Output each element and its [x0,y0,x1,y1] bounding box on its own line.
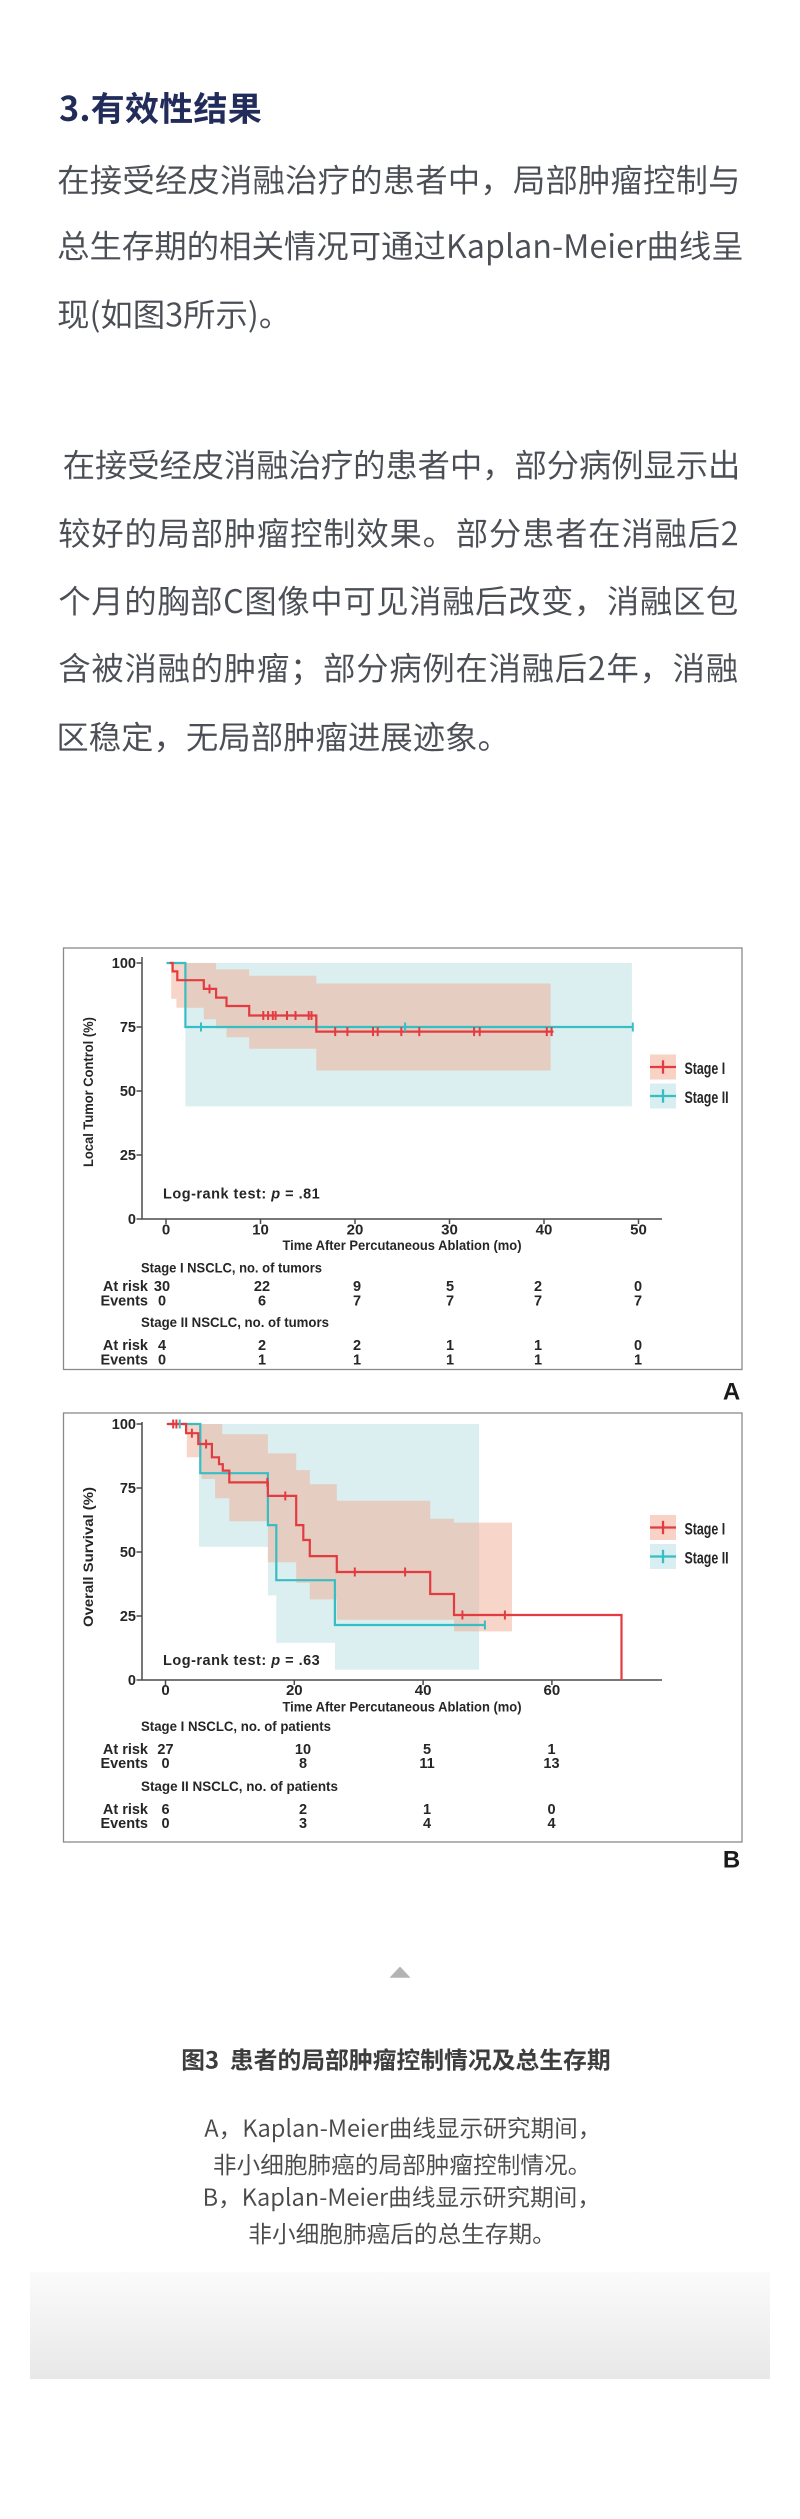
svg-text:Events: Events [100,1353,148,1369]
svg-text:Events: Events [100,1294,148,1310]
svg-text:0: 0 [634,1338,642,1354]
svg-text:50: 50 [630,1222,647,1239]
svg-text:A: A [723,1379,740,1406]
svg-text:Events: Events [100,1756,148,1772]
svg-text:Time After Percutaneous Ablati: Time After Percutaneous Ablation (mo) [283,1237,522,1253]
svg-text:Stage II: Stage II [685,1089,729,1107]
svg-text:Log-rank test: p = .63: Log-rank test: p = .63 [163,1653,320,1669]
svg-text:At risk: At risk [103,1742,149,1758]
svg-text:0: 0 [158,1294,166,1310]
svg-text:Stage II: Stage II [685,1550,729,1568]
svg-text:6: 6 [161,1802,169,1818]
svg-text:22: 22 [254,1279,270,1295]
svg-text:1: 1 [353,1353,361,1369]
svg-text:B: B [723,1847,740,1874]
svg-text:0: 0 [634,1279,642,1295]
svg-text:0: 0 [161,1816,169,1832]
svg-text:0: 0 [128,1212,136,1228]
svg-text:25: 25 [120,1148,136,1164]
svg-text:2: 2 [534,1279,542,1295]
svg-text:7: 7 [353,1294,361,1310]
svg-text:At risk: At risk [103,1802,149,1818]
svg-text:100: 100 [112,956,136,972]
svg-text:At risk: At risk [103,1338,149,1354]
svg-text:2: 2 [299,1802,307,1818]
svg-text:1: 1 [446,1353,454,1369]
svg-text:40: 40 [536,1222,553,1239]
svg-text:5: 5 [423,1742,431,1758]
svg-text:13: 13 [543,1756,559,1772]
svg-text:8: 8 [299,1756,307,1772]
svg-text:Overall Survival (%): Overall Survival (%) [80,1487,96,1627]
svg-text:2: 2 [258,1338,266,1354]
svg-text:0: 0 [161,1756,169,1772]
svg-text:10: 10 [295,1742,311,1758]
svg-text:20: 20 [347,1222,364,1239]
svg-text:Stage I NSCLC, no. of tumors: Stage I NSCLC, no. of tumors [141,1260,322,1276]
svg-text:30: 30 [441,1222,458,1239]
svg-text:75: 75 [120,1481,136,1497]
svg-text:7: 7 [446,1294,454,1310]
svg-text:Stage I NSCLC, no. of patients: Stage I NSCLC, no. of patients [141,1718,331,1734]
svg-text:1: 1 [534,1353,542,1369]
svg-text:1: 1 [547,1742,555,1758]
svg-text:Stage I: Stage I [685,1060,726,1078]
svg-text:60: 60 [544,1682,561,1699]
svg-text:27: 27 [157,1742,173,1758]
svg-text:30: 30 [154,1279,170,1295]
svg-text:7: 7 [634,1294,642,1310]
svg-text:1: 1 [258,1353,266,1369]
svg-text:0: 0 [547,1802,555,1818]
svg-text:9: 9 [353,1279,361,1295]
svg-text:11: 11 [419,1756,434,1772]
svg-text:0: 0 [162,1222,170,1239]
svg-text:4: 4 [423,1816,431,1832]
svg-text:1: 1 [423,1802,431,1818]
svg-text:25: 25 [120,1609,136,1625]
svg-text:4: 4 [158,1338,166,1354]
svg-text:0: 0 [128,1673,136,1689]
svg-text:Time After Percutaneous Ablati: Time After Percutaneous Ablation (mo) [283,1699,522,1715]
svg-text:1: 1 [446,1338,454,1354]
svg-text:Local Tumor Control (%): Local Tumor Control (%) [80,1017,96,1167]
svg-text:0: 0 [158,1353,166,1369]
svg-text:20: 20 [286,1682,303,1699]
svg-text:Stage II NSCLC, no. of patient: Stage II NSCLC, no. of patients [141,1778,338,1794]
svg-text:Stage II NSCLC, no. of tumors: Stage II NSCLC, no. of tumors [141,1314,329,1330]
svg-text:Stage I: Stage I [685,1521,726,1539]
svg-text:1: 1 [534,1338,542,1354]
svg-text:5: 5 [446,1279,454,1295]
svg-text:7: 7 [534,1294,542,1310]
svg-text:75: 75 [120,1020,136,1036]
svg-text:3: 3 [299,1816,307,1832]
svg-text:Events: Events [100,1816,148,1832]
svg-text:6: 6 [258,1294,266,1310]
svg-text:4: 4 [547,1816,555,1832]
svg-text:50: 50 [120,1545,136,1561]
svg-text:Log-rank test: p = .81: Log-rank test: p = .81 [163,1187,320,1203]
svg-text:At risk: At risk [103,1279,149,1295]
svg-text:2: 2 [353,1338,361,1354]
svg-text:0: 0 [161,1682,169,1699]
svg-text:50: 50 [120,1084,136,1100]
svg-text:100: 100 [112,1417,136,1433]
svg-text:10: 10 [252,1222,269,1239]
svg-text:40: 40 [415,1682,432,1699]
svg-text:1: 1 [634,1353,642,1369]
